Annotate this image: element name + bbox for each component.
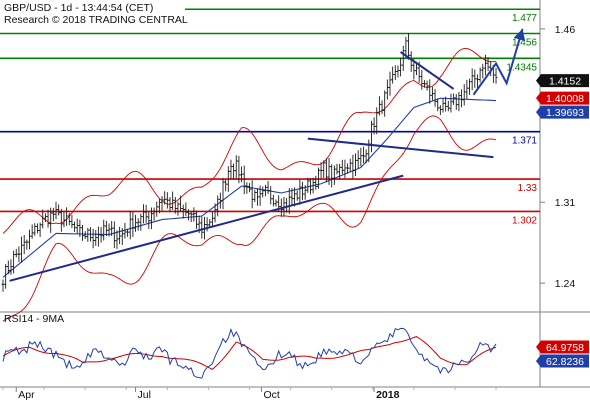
rsi-line xyxy=(2,327,497,379)
rsi-value-badge-0-bg xyxy=(536,340,589,354)
bollinger-upper-line xyxy=(2,47,497,234)
price-value-badge-1-bg xyxy=(536,91,589,105)
trendline-2 xyxy=(400,51,455,90)
price-value-badge-2-bg xyxy=(536,105,589,119)
rsi-title: RSI14 - 9MA xyxy=(4,313,64,325)
level-label-4: 1.33 xyxy=(518,183,538,194)
x-tick-label: 2018 xyxy=(376,389,400,400)
price-y-tick-label: 1.24 xyxy=(555,278,576,290)
rsi-value-badge-0-label: 64.9758 xyxy=(546,342,584,354)
price-y-tick-label: 1.46 xyxy=(555,24,576,36)
level-label-0: 1.477 xyxy=(512,13,537,24)
price-y-tick-label: 1.31 xyxy=(555,197,576,209)
x-tick-label: Oct xyxy=(263,389,279,400)
projection-arrowhead xyxy=(513,28,526,42)
x-tick-label: Apr xyxy=(18,389,35,400)
level-label-5: 1.302 xyxy=(512,215,537,226)
price-value-badge-0-label: 1.4152 xyxy=(549,76,581,88)
header-line-1: GBP/USD - 1d - 13:44:54 (CET) xyxy=(4,2,153,14)
rsi-value-badge-1-label: 62.8236 xyxy=(546,356,584,368)
x-tick-label: Jul xyxy=(138,389,151,400)
trendline-0 xyxy=(9,174,404,282)
projection-path xyxy=(472,28,524,96)
price-value-badge-1-label: 1.40008 xyxy=(546,93,584,105)
level-label-2: 1.4345 xyxy=(506,62,537,73)
header-line-2: Research © 2018 TRADING CENTRAL xyxy=(4,14,188,26)
level-label-1: 1.456 xyxy=(512,38,537,49)
trendline-1 xyxy=(307,137,494,159)
price-bar xyxy=(494,67,498,84)
price-value-badge-0-bg xyxy=(536,74,589,88)
bollinger-lower-line xyxy=(2,115,497,322)
price-value-badge-2-label: 1.39693 xyxy=(546,107,584,119)
rsi-value-badge-1-bg xyxy=(536,354,589,368)
level-label-3: 1.371 xyxy=(512,136,537,147)
